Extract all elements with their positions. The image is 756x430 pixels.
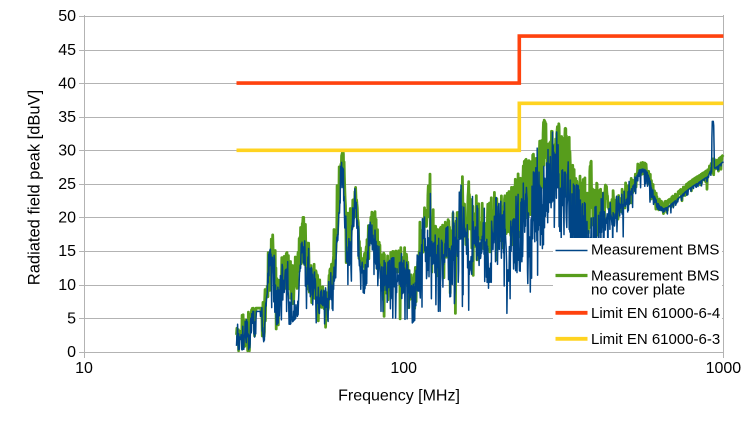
svg-text:1000: 1000: [706, 360, 742, 377]
svg-text:35: 35: [58, 109, 76, 126]
svg-text:100: 100: [390, 360, 417, 377]
svg-text:40: 40: [58, 75, 76, 92]
svg-text:30: 30: [58, 143, 76, 160]
svg-text:50: 50: [58, 8, 76, 25]
svg-text:5: 5: [67, 310, 76, 327]
svg-text:no cover plate: no cover plate: [591, 282, 685, 299]
svg-text:Measurement BMS: Measurement BMS: [591, 242, 719, 259]
svg-text:Measurement BMS: Measurement BMS: [591, 268, 719, 285]
svg-text:Limit EN 61000-6-4: Limit EN 61000-6-4: [591, 305, 720, 322]
svg-text:10: 10: [58, 277, 76, 294]
svg-text:25: 25: [58, 176, 76, 193]
svg-text:0: 0: [67, 344, 76, 361]
svg-text:15: 15: [58, 243, 76, 260]
svg-text:45: 45: [58, 42, 76, 59]
svg-text:10: 10: [75, 360, 93, 377]
svg-text:Frequency [MHz]: Frequency [MHz]: [338, 388, 460, 405]
svg-text:Radiated field peak [dBuV]: Radiated field peak [dBuV]: [26, 90, 44, 285]
svg-text:Limit EN 61000-6-3: Limit EN 61000-6-3: [591, 331, 720, 348]
svg-text:20: 20: [58, 210, 76, 227]
